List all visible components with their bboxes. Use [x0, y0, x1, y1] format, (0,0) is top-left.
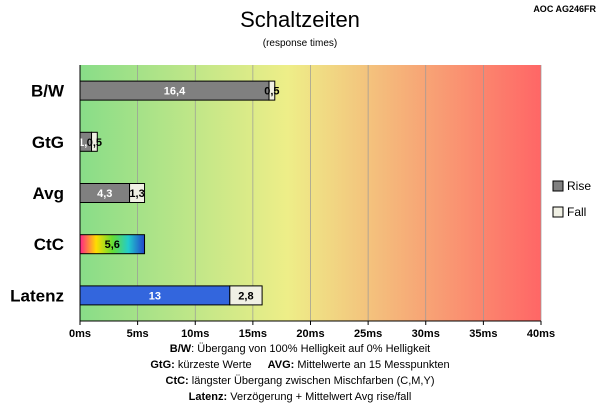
bar-fall — [129, 183, 146, 203]
x-tick-label: 10ms — [181, 328, 209, 340]
note-bw-text: : Übergang von 100% Helligkeit auf 0% He… — [191, 343, 430, 355]
note-avg-text: Mittelwerte an 15 Messpunkten — [294, 359, 449, 371]
bar-rise-label: 1,0 — [78, 137, 93, 149]
note-ctc-label: CtC: — [166, 375, 189, 387]
legend-label-rise: Rise — [567, 179, 591, 193]
legend: Rise Fall — [552, 179, 591, 219]
category-label: CtC — [34, 235, 64, 254]
category-label: Latenz — [10, 286, 64, 305]
legend-label-fall: Fall — [567, 205, 586, 219]
x-axis-ticks: 0ms 5ms 10ms 15ms 20ms 25ms 30ms 35ms 40ms — [69, 65, 555, 340]
x-tick-label: 20ms — [296, 328, 324, 340]
note-avg-label: AVG: — [268, 359, 295, 371]
note-bw-label: B/W — [170, 343, 192, 355]
bar-rise-label: 5,6 — [105, 239, 120, 251]
note-gtg: GtG: kürzeste Werte AVG: Mittelwerte an 1… — [150, 359, 449, 371]
bar-fall — [91, 131, 98, 152]
note-ctc-text: längster Übergang zwischen Mischfarben (… — [189, 375, 435, 387]
x-tick-label: 35ms — [469, 328, 497, 340]
category-labels: B/W GtG Avg CtC Latenz — [10, 82, 65, 306]
chart-subtitle: (response times) — [263, 38, 337, 49]
bar-rise-label: 16,4 — [164, 86, 186, 98]
notes: B/W: Übergang von 100% Helligkeit auf 0%… — [150, 343, 449, 403]
bar-fall-label: 0,5 — [87, 137, 102, 149]
x-tick-label: 25ms — [354, 328, 382, 340]
note-latenz-label: Latenz: — [189, 391, 228, 403]
category-label: GtG — [32, 133, 64, 152]
x-tick-label: 15ms — [239, 328, 267, 340]
legend-swatch-fall — [552, 206, 564, 218]
bar-rise-label: 4,3 — [97, 188, 112, 200]
x-tick-label: 0ms — [69, 328, 91, 340]
category-label: B/W — [31, 82, 65, 101]
x-tick-label: 5ms — [127, 328, 149, 340]
x-tick-label: 30ms — [412, 328, 440, 340]
note-latenz: Latenz: Verzögerung + Mittelwert Avg ris… — [189, 391, 412, 403]
bar-fall — [229, 285, 263, 306]
bar-fall-label: 1,3 — [129, 188, 144, 200]
bar-fall-label: 2,8 — [238, 290, 253, 302]
model-label: AOC AG246FR — [533, 4, 596, 14]
chart-title: Schaltzeiten — [240, 7, 360, 32]
bar-rise-label: 13 — [149, 290, 161, 302]
note-gtg-label: GtG: — [150, 359, 174, 371]
note-gtg-text: kürzeste Werte — [175, 359, 252, 371]
note-bw: B/W: Übergang von 100% Helligkeit auf 0%… — [170, 343, 430, 355]
note-latenz-text: Verzögerung + Mittelwert Avg rise/fall — [227, 391, 411, 403]
category-label: Avg — [33, 184, 65, 203]
x-tick-label: 40ms — [527, 328, 555, 340]
bar-fall-label: 0,5 — [264, 86, 279, 98]
legend-swatch-rise — [552, 180, 564, 192]
bar-fall — [268, 80, 276, 101]
note-ctc: CtC: längster Übergang zwischen Mischfar… — [166, 375, 435, 387]
